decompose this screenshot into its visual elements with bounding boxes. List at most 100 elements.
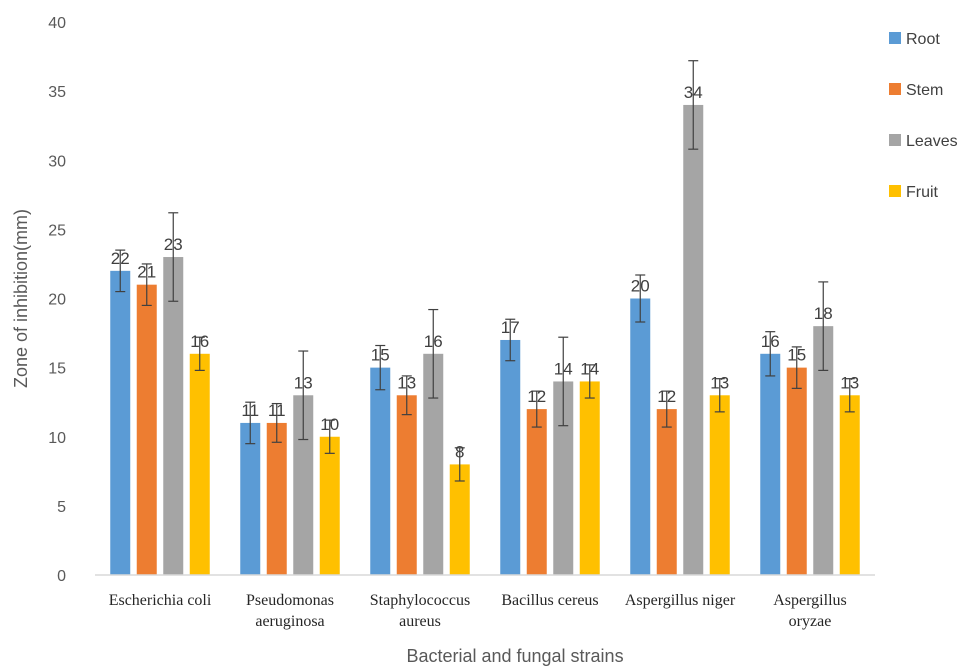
- data-label: 16: [424, 332, 443, 351]
- error-bar: [531, 390, 542, 428]
- data-label: 22: [111, 249, 130, 268]
- legend-label: Root: [906, 31, 940, 48]
- legend-item: Leaves: [889, 133, 958, 150]
- bar: [630, 298, 651, 575]
- legend-label: Leaves: [906, 133, 958, 150]
- bar: [760, 353, 781, 575]
- x-tick-label: Aspergillus niger: [625, 592, 736, 609]
- legend-item: Root: [889, 31, 940, 48]
- x-tick-label: Pseudomonas aeruginosa: [246, 592, 334, 630]
- error-bar: [505, 318, 516, 362]
- bar: [189, 353, 210, 575]
- bar: [813, 326, 834, 575]
- error-bar: [401, 375, 412, 416]
- data-label: 13: [294, 373, 313, 392]
- data-label: 13: [710, 373, 729, 392]
- data-label: 15: [371, 346, 390, 365]
- y-axis-title: Zone of inhibition(mm): [11, 209, 31, 388]
- error-bar: [791, 346, 802, 389]
- data-label: 17: [501, 318, 520, 337]
- bar: [579, 381, 600, 575]
- data-label: 15: [787, 346, 806, 365]
- x-tick-label: Bacillus cereus: [501, 592, 598, 609]
- error-bar: [714, 378, 725, 413]
- data-label: 23: [164, 235, 183, 254]
- legend-label: Fruit: [906, 184, 939, 201]
- data-label: 13: [840, 373, 859, 392]
- bar: [396, 395, 417, 575]
- legend-item: Stem: [889, 82, 943, 99]
- y-tick-label: 40: [48, 15, 66, 32]
- data-label: 14: [554, 359, 573, 378]
- error-bar: [584, 364, 595, 399]
- error-bar: [818, 281, 829, 371]
- legend-swatch: [889, 83, 901, 95]
- legend-swatch: [889, 134, 901, 146]
- data-label: 12: [657, 387, 676, 406]
- bar: [423, 353, 444, 575]
- legend-item: Fruit: [889, 184, 939, 201]
- data-label: 12: [527, 387, 546, 406]
- data-label: 14: [580, 359, 599, 378]
- x-axis-category-labels: Escherichia coli Pseudomonas aeruginosa Sta…: [109, 592, 847, 630]
- bar: [319, 436, 340, 575]
- x-tick-label: Aspergillus oryzae: [773, 592, 846, 630]
- y-tick-label: 0: [57, 568, 66, 585]
- legend-label: Stem: [906, 82, 943, 99]
- error-bar: [298, 350, 309, 441]
- bar: [656, 409, 677, 575]
- y-tick-label: 35: [48, 84, 66, 101]
- bar: [786, 367, 807, 575]
- error-bar: [271, 402, 282, 443]
- error-bar: [245, 401, 256, 445]
- bar: [110, 270, 131, 575]
- bar: [553, 381, 574, 575]
- legend-swatch: [889, 32, 901, 44]
- y-tick-label: 25: [48, 222, 66, 239]
- data-label: 16: [761, 332, 780, 351]
- legend: Root Stem Leaves Fruit: [889, 31, 958, 201]
- data-label: 8: [455, 442, 464, 461]
- error-bars: [115, 60, 855, 482]
- x-tick-label: Escherichia coli: [109, 592, 212, 609]
- bar: [500, 339, 521, 575]
- error-bar: [115, 249, 126, 293]
- error-bar: [168, 212, 179, 302]
- error-bar: [558, 336, 569, 427]
- error-bar: [375, 344, 386, 391]
- bar: [526, 409, 547, 575]
- bar: [163, 257, 184, 575]
- error-bar: [661, 390, 672, 428]
- error-bar: [688, 60, 699, 150]
- error-bar: [194, 336, 205, 371]
- error-bar: [454, 447, 465, 482]
- data-label: 16: [190, 332, 209, 351]
- bar: [839, 395, 860, 575]
- bars: [110, 104, 860, 575]
- data-label: 10: [320, 415, 339, 434]
- y-tick-label: 15: [48, 361, 66, 378]
- data-label: 20: [631, 277, 650, 296]
- error-bar: [141, 263, 152, 307]
- x-axis-title: Bacterial and fungal strains: [406, 646, 623, 666]
- bar: [370, 367, 391, 575]
- y-tick-label: 5: [57, 499, 66, 516]
- y-tick-label: 30: [48, 153, 66, 170]
- bar: [136, 284, 157, 575]
- legend-swatch: [889, 185, 901, 197]
- x-tick-label: Staphylococcus aureus: [370, 592, 470, 630]
- error-bar: [324, 419, 335, 454]
- bar: [266, 422, 287, 575]
- data-labels: 22 21 23 16 11 11 13 10 15 13 16 8 17 12 14 14 20 12 34 13 1…: [111, 83, 859, 461]
- bar: [449, 464, 470, 575]
- data-label: 21: [137, 263, 156, 282]
- bar: [293, 395, 314, 575]
- error-bar: [428, 308, 439, 399]
- y-axis-ticks: 0 5 10 15 20 25 30 35 40: [48, 15, 66, 585]
- y-tick-label: 10: [48, 430, 66, 447]
- error-bar: [765, 331, 776, 377]
- bar: [240, 422, 261, 575]
- data-label: 11: [241, 401, 259, 420]
- y-tick-label: 20: [48, 292, 66, 309]
